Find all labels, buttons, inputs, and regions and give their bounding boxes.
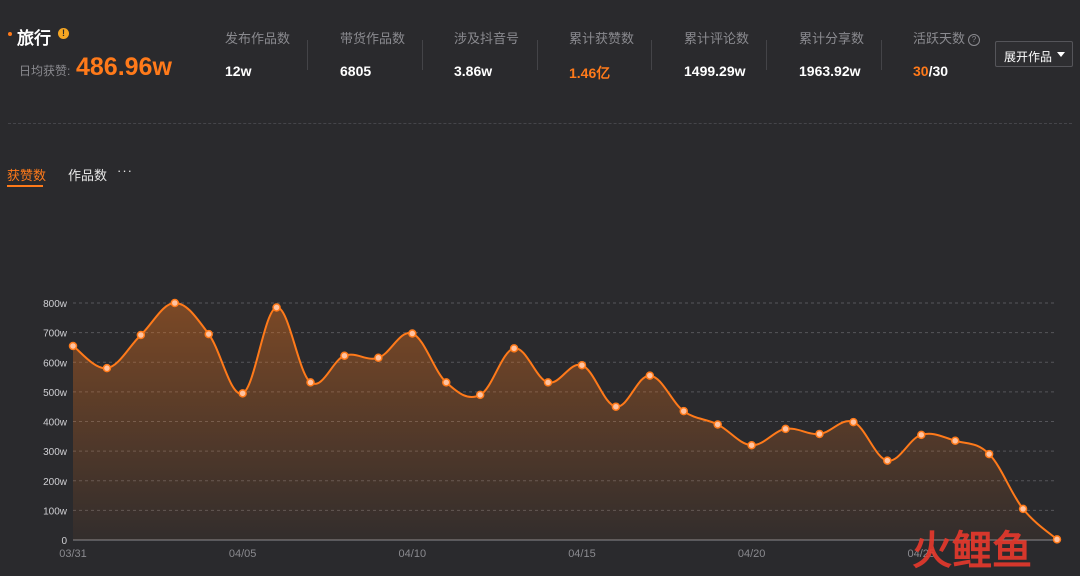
y-tick-label: 500w — [43, 388, 68, 399]
data-point — [306, 378, 315, 387]
stat-value: 1499.29w — [684, 63, 746, 79]
category-title: 旅行 — [17, 29, 51, 48]
y-tick-label: 300w — [43, 447, 68, 458]
data-point — [950, 436, 960, 446]
tab-works[interactable]: 作品数 — [68, 168, 108, 183]
stat-separator — [537, 40, 538, 70]
watermark-text: 火 — [912, 529, 952, 573]
y-axis-labels: 0 100w 200w 300w 400w 500w 600w 700w 800w — [43, 299, 68, 547]
data-point — [136, 330, 146, 340]
stat-separator — [766, 40, 767, 70]
stat-value: 30/30 — [913, 63, 948, 79]
expand-works-button[interactable]: 展开作品 — [995, 41, 1073, 67]
data-point — [509, 344, 519, 353]
stat-label: 带货作品数 — [340, 31, 406, 46]
data-point — [543, 378, 553, 387]
x-tick-label: 04/05 — [229, 548, 257, 560]
y-tick-label: 800w — [43, 299, 68, 310]
section-divider — [8, 123, 1072, 124]
data-point — [645, 371, 655, 380]
stat-label-text: 活跃天数 — [913, 31, 966, 46]
data-point — [577, 360, 587, 370]
data-point — [475, 390, 485, 400]
data-point — [170, 298, 180, 308]
data-point — [815, 429, 824, 439]
data-point — [781, 424, 790, 434]
avg-likes-label: 日均获赞: — [19, 64, 71, 78]
y-tick-label: 200w — [43, 477, 68, 488]
series-points — [68, 298, 1062, 544]
stat-label: 累计分享数 — [799, 31, 865, 46]
data-point — [679, 406, 689, 416]
stat-separator — [307, 40, 308, 70]
x-tick-label: 04/10 — [399, 548, 427, 560]
data-point — [883, 456, 892, 465]
stat-label: 发布作品数 — [225, 31, 291, 46]
data-point — [984, 449, 994, 459]
active-days-total: /30 — [928, 63, 949, 79]
caret-down-icon — [1057, 52, 1065, 57]
x-tick-label: 04/25 — [908, 548, 936, 560]
data-point — [340, 351, 349, 360]
data-point — [374, 353, 383, 363]
watermark-text: 鲤鱼 — [952, 529, 1032, 573]
stat-value: 3.86w — [454, 63, 493, 79]
data-point — [102, 363, 112, 373]
stat-label: 活跃天数? — [913, 28, 981, 47]
data-point — [917, 430, 926, 440]
stat-separator — [651, 40, 652, 70]
more-options-icon[interactable]: ··· — [117, 163, 133, 178]
stat-separator — [881, 40, 882, 70]
x-tick-label: 04/15 — [568, 548, 596, 560]
info-icon[interactable]: ! — [58, 28, 69, 39]
active-days-count: 30 — [913, 63, 929, 79]
stat-value: 12w — [225, 63, 252, 79]
x-axis-labels: 03/31 04/05 04/10 04/15 04/20 04/25 — [59, 548, 935, 560]
summary-header: 旅行 ! 日均获赞: 486.96w 发布作品数 12w 带货作品数 6805 … — [0, 0, 1080, 95]
stat-separator — [422, 40, 423, 70]
data-point — [204, 329, 213, 339]
active-tab-indicator — [7, 185, 43, 187]
stat-label: 累计评论数 — [684, 31, 750, 46]
stat-label: 涉及抖音号 — [454, 31, 520, 46]
data-point — [68, 341, 78, 351]
data-point — [849, 417, 858, 427]
tab-likes[interactable]: 获赞数 — [7, 168, 47, 183]
x-tick-label: 03/31 — [59, 548, 87, 560]
stat-label: 累计获赞数 — [569, 31, 635, 46]
stat-value: 6805 — [340, 63, 372, 79]
data-point — [238, 389, 247, 398]
data-point — [713, 420, 722, 429]
data-point — [408, 329, 417, 338]
y-tick-label: 700w — [43, 329, 68, 340]
y-tick-label: 400w — [43, 418, 68, 429]
y-tick-label: 600w — [43, 358, 68, 369]
stat-value: 1963.92w — [799, 63, 861, 79]
data-point — [747, 440, 756, 450]
stat-value: 1.46亿 — [569, 65, 611, 81]
category-bullet — [8, 32, 12, 36]
data-point — [1052, 535, 1062, 544]
data-point — [272, 303, 281, 312]
avg-likes-value: 486.96w — [76, 53, 172, 81]
expand-works-label: 展开作品 — [1004, 50, 1053, 64]
x-tick-label: 04/20 — [738, 548, 766, 560]
data-point — [441, 378, 451, 387]
series-area-fill — [73, 302, 1057, 540]
y-tick-label: 100w — [43, 506, 68, 517]
y-tick-label: 0 — [61, 536, 67, 547]
data-point — [1018, 504, 1028, 514]
data-point — [611, 402, 621, 411]
series-area — [73, 302, 1057, 540]
brand-watermark: 火鲤鱼 — [912, 518, 1032, 576]
help-icon[interactable]: ? — [968, 34, 981, 46]
